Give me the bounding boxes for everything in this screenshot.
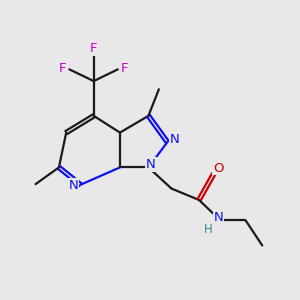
- Text: F: F: [59, 62, 66, 75]
- Text: N: N: [69, 179, 78, 192]
- Text: N: N: [214, 211, 224, 224]
- Text: H: H: [204, 223, 213, 236]
- Text: N: N: [169, 133, 179, 146]
- Text: F: F: [90, 42, 98, 55]
- Text: N: N: [146, 158, 156, 171]
- Text: O: O: [213, 161, 224, 175]
- Text: F: F: [121, 62, 128, 75]
